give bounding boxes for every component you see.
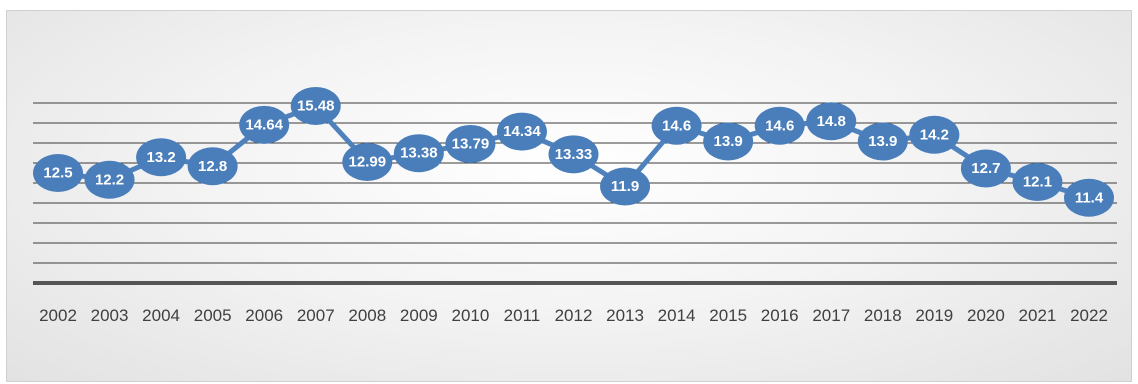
- data-point: 12.5: [33, 154, 83, 192]
- x-tick-label: 2011: [504, 306, 541, 325]
- data-point: 15.48: [290, 86, 341, 125]
- data-point: 11.4: [1064, 178, 1114, 217]
- data-label: 15.48: [297, 97, 335, 114]
- x-tick-label: 2021: [1019, 306, 1057, 325]
- x-tick-label: 2007: [297, 306, 335, 325]
- data-marker: [960, 149, 1011, 188]
- x-tick-label: 2008: [348, 306, 386, 325]
- data-point: 13.33: [548, 135, 599, 174]
- data-marker: [239, 105, 290, 144]
- data-marker: [1064, 178, 1114, 217]
- data-label: 13.2: [146, 149, 175, 166]
- data-point: 12.2: [84, 160, 135, 199]
- data-label: 12.99: [349, 153, 387, 170]
- x-tick-label: 2018: [864, 306, 902, 325]
- data-marker: [136, 138, 187, 177]
- data-marker: [1012, 163, 1063, 201]
- data-marker: [290, 86, 341, 125]
- data-point: 12.7: [960, 149, 1011, 188]
- x-tick-label: 2014: [658, 306, 696, 325]
- x-tick-label: 2015: [709, 306, 747, 325]
- data-point: 14.64: [239, 105, 290, 144]
- chart-area: 12.5 12.2 13.2 12.8 14.64 15.48 12.99 13.38 13.7…: [6, 10, 1132, 382]
- data-point: 13.79: [445, 124, 496, 163]
- data-label: 11.4: [1075, 189, 1104, 206]
- data-point: 14.8: [806, 102, 857, 141]
- data-marker: [187, 147, 238, 186]
- data-label: 13.9: [714, 133, 743, 150]
- data-label: 14.8: [817, 113, 846, 130]
- data-point: 11.9: [600, 167, 651, 206]
- data-point: 13.9: [857, 122, 908, 161]
- data-label: 14.6: [662, 117, 691, 134]
- data-label: 13.38: [400, 145, 438, 162]
- data-point: 14.2: [909, 115, 960, 154]
- data-point: 14.6: [754, 106, 805, 145]
- data-label: 13.33: [555, 146, 593, 163]
- data-label: 13.79: [452, 135, 490, 152]
- x-tick-label: 2002: [39, 306, 77, 325]
- data-label: 13.9: [868, 133, 897, 150]
- x-tick-label: 2010: [451, 306, 489, 325]
- data-marker: [651, 106, 702, 145]
- line-chart: 12.5 12.2 13.2 12.8 14.64 15.48 12.99 13.38 13.7…: [33, 86, 1117, 325]
- data-marker: [33, 154, 83, 192]
- data-label: 14.6: [765, 117, 794, 134]
- data-label: 11.9: [611, 178, 639, 195]
- data-marker: [754, 106, 805, 145]
- data-point: 14.34: [496, 112, 547, 151]
- x-tick-label: 2020: [967, 306, 1005, 325]
- x-tick-label: 2022: [1070, 306, 1108, 325]
- data-marker: [342, 142, 393, 181]
- data-marker: [703, 122, 754, 161]
- data-label: 12.8: [198, 158, 227, 175]
- gridlines: [33, 102, 1117, 285]
- x-tick-label: 2013: [606, 306, 644, 325]
- data-marker: [600, 167, 651, 206]
- x-axis-tick-labels: 2002 2003 2004 2005 2006 2007 2008 2009 2010 2011…: [39, 306, 1108, 325]
- data-label: 12.2: [95, 171, 124, 188]
- x-tick-label: 2003: [91, 306, 129, 325]
- x-tick-label: 2017: [812, 306, 850, 325]
- data-marker: [857, 122, 908, 161]
- data-point: 12.1: [1012, 163, 1063, 201]
- data-marker: [445, 124, 496, 163]
- data-label: 12.5: [43, 165, 72, 182]
- x-tick-label: 2006: [245, 306, 283, 325]
- data-point: 13.9: [703, 122, 754, 161]
- data-point: 13.2: [136, 138, 187, 177]
- data-markers: 12.5 12.2 13.2 12.8 14.64 15.48 12.99 13.38 13.7…: [33, 86, 1114, 217]
- data-label: 14.2: [920, 126, 949, 143]
- data-marker: [548, 135, 599, 174]
- data-point: 12.8: [187, 147, 238, 186]
- data-label: 14.64: [245, 116, 283, 133]
- x-tick-label: 2005: [194, 306, 232, 325]
- data-marker: [84, 160, 135, 199]
- data-point: 14.6: [651, 106, 702, 145]
- data-label: 14.34: [503, 123, 541, 140]
- x-tick-label: 2019: [915, 306, 953, 325]
- x-tick-label: 2004: [142, 306, 180, 325]
- data-marker: [806, 102, 857, 141]
- data-marker: [496, 112, 547, 151]
- data-point: 13.38: [393, 134, 444, 173]
- data-label: 12.1: [1023, 174, 1052, 191]
- data-marker: [393, 134, 444, 173]
- x-tick-label: 2009: [400, 306, 438, 325]
- x-tick-label: 2016: [761, 306, 799, 325]
- x-tick-label: 2012: [555, 306, 593, 325]
- data-marker: [909, 115, 960, 154]
- data-label: 12.7: [971, 160, 1000, 177]
- data-point: 12.99: [342, 142, 393, 181]
